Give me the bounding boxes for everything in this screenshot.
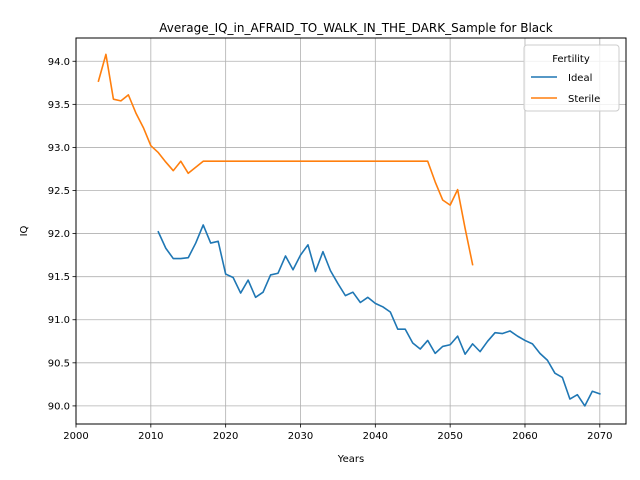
y-tick-label: 92.5 bbox=[48, 186, 70, 197]
y-tick-label: 93.5 bbox=[48, 100, 70, 111]
series-line-sterile bbox=[97, 53, 474, 266]
y-tick-label: 93.0 bbox=[48, 143, 70, 154]
legend-label-ideal: Ideal bbox=[568, 73, 592, 84]
x-tick-label: 2010 bbox=[138, 431, 163, 442]
chart-title: Average_IQ_in_AFRAID_TO_WALK_IN_THE_DARK… bbox=[159, 21, 552, 35]
series-lines bbox=[97, 53, 601, 407]
y-tick-label: 92.0 bbox=[48, 229, 70, 240]
x-tick-label: 2020 bbox=[213, 431, 238, 442]
y-tick-label: 91.5 bbox=[48, 272, 70, 283]
x-tick-label: 2060 bbox=[512, 431, 537, 442]
legend-title: Fertility bbox=[552, 54, 590, 65]
x-tick-label: 2040 bbox=[363, 431, 388, 442]
y-tick-label: 94.0 bbox=[48, 57, 70, 68]
y-axis-label: IQ bbox=[19, 225, 30, 236]
x-axis-label: Years bbox=[337, 454, 364, 465]
y-axis-ticks: 90.0 90.5 91.0 91.5 92.0 92.5 93.0 93.5 94.0 bbox=[48, 57, 76, 412]
y-tick-label: 90.5 bbox=[48, 358, 70, 369]
x-tick-label: 2070 bbox=[587, 431, 612, 442]
y-tick-label: 90.0 bbox=[48, 401, 70, 412]
x-tick-label: 2030 bbox=[288, 431, 313, 442]
legend-label-sterile: Sterile bbox=[568, 94, 600, 105]
legend-box bbox=[523, 44, 620, 112]
x-axis-ticks: 2000 2010 2020 2030 2040 2050 2060 2070 bbox=[63, 424, 613, 442]
y-tick-label: 91.0 bbox=[48, 315, 70, 326]
legend: Fertility Ideal Sterile bbox=[523, 44, 620, 112]
x-tick-label: 2000 bbox=[63, 431, 88, 442]
x-tick-label: 2050 bbox=[437, 431, 462, 442]
series-line-ideal bbox=[157, 224, 601, 407]
plot-frame bbox=[75, 37, 627, 425]
